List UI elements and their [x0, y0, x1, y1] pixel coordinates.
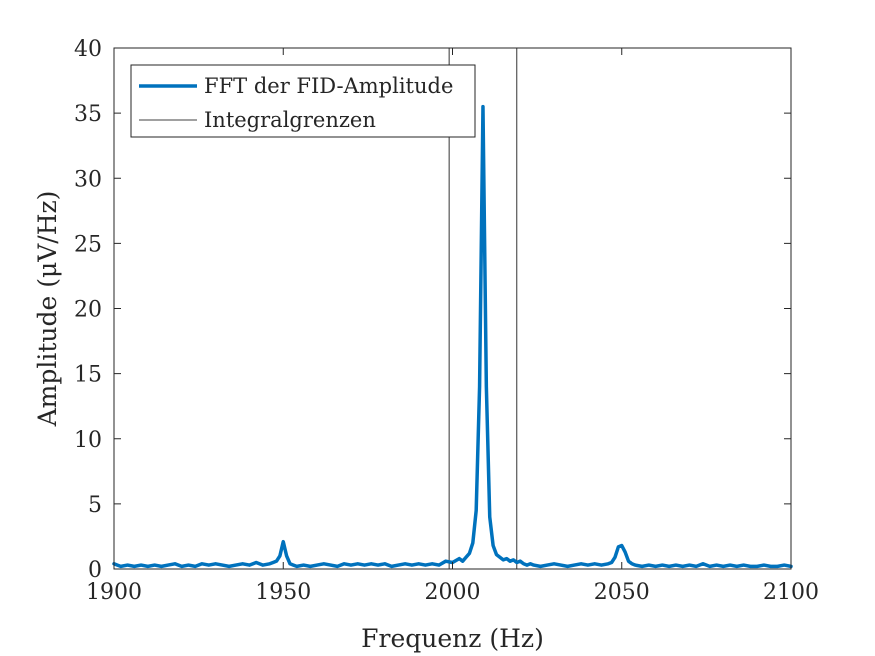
y-axis-ticks: 0 5 10 15 20 25 30 35 40 — [74, 37, 791, 583]
legend-box — [130, 64, 476, 138]
x-axis-title: Frequenz (Hz) — [361, 624, 544, 653]
y-tick-label: 0 — [88, 558, 102, 583]
legend: FFT der FID-Amplitude Integralgrenzen — [130, 64, 476, 138]
fft-series-line — [112, 104, 793, 569]
legend-label-fft: FFT der FID-Amplitude — [204, 74, 453, 98]
y-tick-label: 25 — [74, 232, 102, 257]
x-axis-ticks: 1900 1950 2000 2050 2100 — [86, 48, 819, 605]
x-tick-label: 2100 — [763, 580, 819, 605]
x-tick-label: 2000 — [425, 580, 481, 605]
x-tick-label: 1900 — [86, 580, 142, 605]
x-tick-label: 2050 — [594, 580, 650, 605]
x-tick-label: 1950 — [255, 580, 311, 605]
y-axis-title: Amplitude (μV/Hz) — [33, 191, 62, 428]
y-tick-label: 15 — [74, 363, 102, 388]
y-tick-label: 30 — [74, 167, 102, 192]
y-tick-label: 40 — [74, 37, 102, 62]
legend-label-bounds: Integralgrenzen — [204, 108, 376, 132]
y-tick-label: 5 — [88, 493, 102, 518]
y-tick-label: 20 — [74, 298, 102, 323]
y-tick-label: 10 — [74, 428, 102, 453]
y-tick-label: 35 — [74, 102, 102, 127]
